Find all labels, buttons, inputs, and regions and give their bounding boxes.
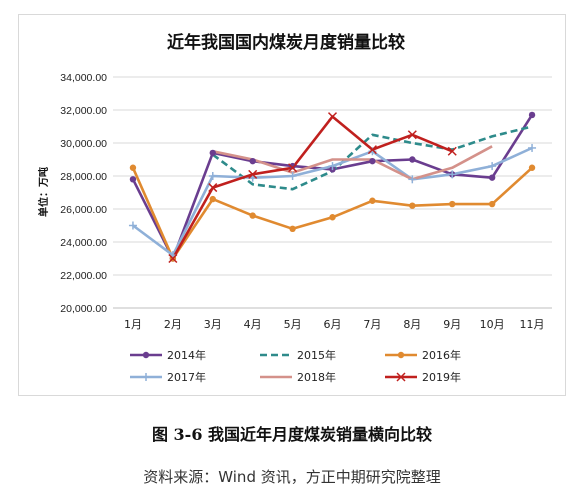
legend-item: 2014年 xyxy=(130,348,206,362)
x-tick-label: 1月 xyxy=(124,318,142,331)
x-tick-label: 3月 xyxy=(204,318,222,331)
data-point xyxy=(528,144,536,152)
data-point xyxy=(489,174,495,180)
data-point xyxy=(210,150,216,156)
data-point xyxy=(409,203,415,209)
data-point xyxy=(369,198,375,204)
coal-sales-line-chart: 近年我国国内煤炭月度销量比较 单位：万吨 20,000.00 22,000.00 2… xyxy=(0,0,584,400)
figure-source: 资料来源：Wind 资讯，方正中期研究院整理 xyxy=(0,466,584,487)
data-point xyxy=(369,158,375,164)
x-tick-label: 4月 xyxy=(244,318,262,331)
data-point xyxy=(449,201,455,207)
x-tick-label: 10月 xyxy=(480,318,505,331)
data-point xyxy=(210,196,216,202)
data-point xyxy=(249,158,255,164)
legend-label: 2014年 xyxy=(167,348,206,362)
y-tick-label: 26,000.00 xyxy=(60,204,107,216)
legend-item: 2015年 xyxy=(260,348,336,362)
series-line-2019年 xyxy=(173,117,452,259)
data-point xyxy=(130,176,136,182)
x-tick-label: 11月 xyxy=(520,318,545,331)
legend-item: 2017年 xyxy=(130,370,206,384)
data-point xyxy=(448,170,456,178)
x-tick-label: 2月 xyxy=(164,318,182,331)
legend-label: 2015年 xyxy=(297,348,336,362)
figure-caption: 图 3-6 我国近年月度煤炭销量横向比较 xyxy=(0,421,584,445)
y-tick-label: 20,000.00 xyxy=(60,303,107,315)
x-tick-label: 8月 xyxy=(403,318,421,331)
chart-title: 近年我国国内煤炭月度销量比较 xyxy=(167,32,405,53)
data-point xyxy=(488,162,496,170)
y-tick-label: 28,000.00 xyxy=(60,171,107,183)
legend-item: 2016年 xyxy=(385,348,461,362)
data-point xyxy=(289,172,297,180)
data-point xyxy=(529,165,535,171)
data-point xyxy=(289,226,295,232)
x-tick-label: 9月 xyxy=(443,318,461,331)
y-tick-label: 34,000.00 xyxy=(60,72,107,84)
y-tick-label: 24,000.00 xyxy=(60,237,107,249)
series-line-2015年 xyxy=(213,127,532,190)
legend-item: 2019年 xyxy=(385,370,461,384)
x-tick-label: 5月 xyxy=(284,318,302,331)
y-tick-label: 30,000.00 xyxy=(60,138,107,150)
legend-label: 2018年 xyxy=(297,370,336,384)
series-line-2014年 xyxy=(133,115,532,259)
data-point xyxy=(489,201,495,207)
y-axis-label: 单位：万吨 xyxy=(37,167,50,217)
data-point xyxy=(529,112,535,118)
data-point xyxy=(409,156,415,162)
y-tick-label: 32,000.00 xyxy=(60,105,107,117)
data-point xyxy=(329,113,337,121)
x-tick-label: 6月 xyxy=(324,318,342,331)
legend-item: 2018年 xyxy=(260,370,336,384)
legend-label: 2017年 xyxy=(167,370,206,384)
x-tick-label: 7月 xyxy=(363,318,381,331)
data-point xyxy=(143,352,149,358)
legend-label: 2016年 xyxy=(422,348,461,362)
legend-label: 2019年 xyxy=(422,370,461,384)
data-point xyxy=(398,352,404,358)
data-point xyxy=(130,165,136,171)
data-point xyxy=(249,212,255,218)
data-point xyxy=(142,373,150,381)
y-tick-label: 22,000.00 xyxy=(60,270,107,282)
data-point xyxy=(329,214,335,220)
